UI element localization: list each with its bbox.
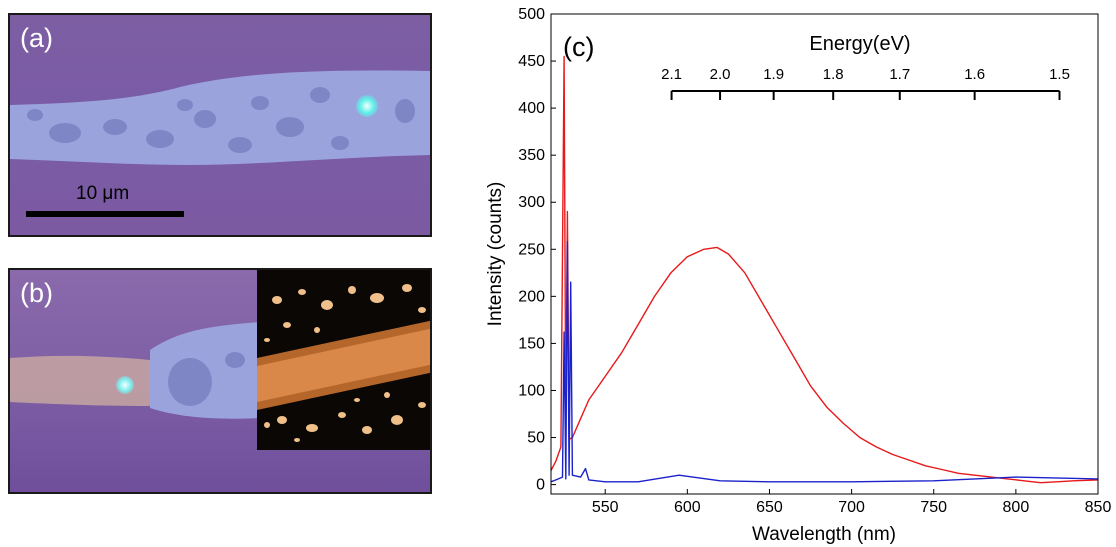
panel-b-optical-image: (b)	[8, 268, 432, 494]
panel-b-label: (b)	[20, 278, 53, 308]
plot-frame	[550, 13, 1099, 495]
energy-tick-label: 2.1	[661, 66, 682, 83]
energy-tick-label: 1.6	[964, 66, 985, 83]
light-spot-b	[116, 376, 134, 394]
y-tick-label: 400	[518, 100, 545, 117]
x-tick-label: 600	[674, 499, 701, 516]
y-tick-label: 350	[518, 147, 545, 164]
y-axis-ticks: 0 50 100 150 200 250 300 350 400 450 500	[518, 6, 556, 494]
energy-tick-label: 1.5	[1049, 66, 1070, 83]
y-tick-label: 100	[518, 382, 545, 399]
energy-tick-label: 1.9	[763, 66, 784, 83]
series-line-1	[550, 241, 1099, 483]
flake-a	[10, 70, 430, 165]
y-tick-label: 150	[518, 335, 545, 352]
energy-axis-title: Energy(eV)	[809, 33, 910, 55]
x-axis-label: Wavelength (nm)	[752, 524, 896, 545]
x-tick-label: 700	[838, 499, 865, 516]
energy-tick-label: 2.0	[710, 66, 731, 83]
y-tick-label: 200	[518, 288, 545, 305]
afm-inset-image	[257, 270, 430, 450]
panel-a-label: (a)	[20, 23, 53, 53]
panel-a-optical-image: (a) 10 μm	[8, 13, 432, 237]
y-tick-label: 300	[518, 194, 545, 211]
y-tick-label: 500	[518, 6, 545, 23]
scale-bar-label: 10 μm	[76, 183, 130, 204]
x-tick-label: 650	[756, 499, 783, 516]
energy-tick-label: 1.7	[889, 66, 910, 83]
y-axis-label: Intensity (counts)	[485, 182, 506, 327]
afm-topography	[257, 284, 430, 442]
x-tick-label: 750	[920, 499, 947, 516]
series-line-0	[550, 55, 1099, 484]
x-tick-label: 800	[1003, 499, 1030, 516]
energy-axis: 2.1 2.0 1.9 1.8 1.7 1.6 1.5	[661, 66, 1070, 100]
light-spot-a	[356, 95, 378, 117]
flake-b	[10, 322, 260, 419]
y-tick-label: 50	[527, 430, 545, 447]
energy-tick-label: 1.8	[823, 66, 844, 83]
y-tick-label: 450	[518, 53, 545, 70]
x-axis-ticks: 550 600 650 700 750 800 850	[592, 489, 1112, 516]
y-tick-label: 250	[518, 241, 545, 258]
y-tick-label: 0	[536, 477, 545, 494]
scale-bar	[26, 211, 184, 217]
x-tick-label: 550	[592, 499, 619, 516]
chart-panel-label: (c)	[563, 32, 594, 62]
x-tick-label: 850	[1085, 499, 1112, 516]
plot-lines	[550, 55, 1099, 484]
